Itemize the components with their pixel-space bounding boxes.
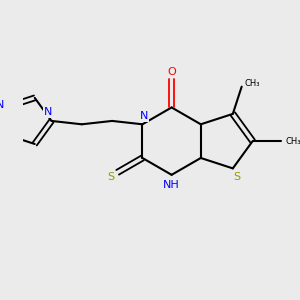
- Text: CH₃: CH₃: [286, 136, 300, 146]
- Text: N: N: [140, 111, 148, 121]
- Text: O: O: [167, 67, 176, 77]
- Text: N: N: [44, 107, 52, 117]
- Text: S: S: [107, 172, 114, 182]
- Text: S: S: [234, 172, 241, 182]
- Text: CH₃: CH₃: [244, 80, 260, 88]
- Text: N: N: [0, 100, 5, 110]
- Text: NH: NH: [163, 181, 180, 190]
